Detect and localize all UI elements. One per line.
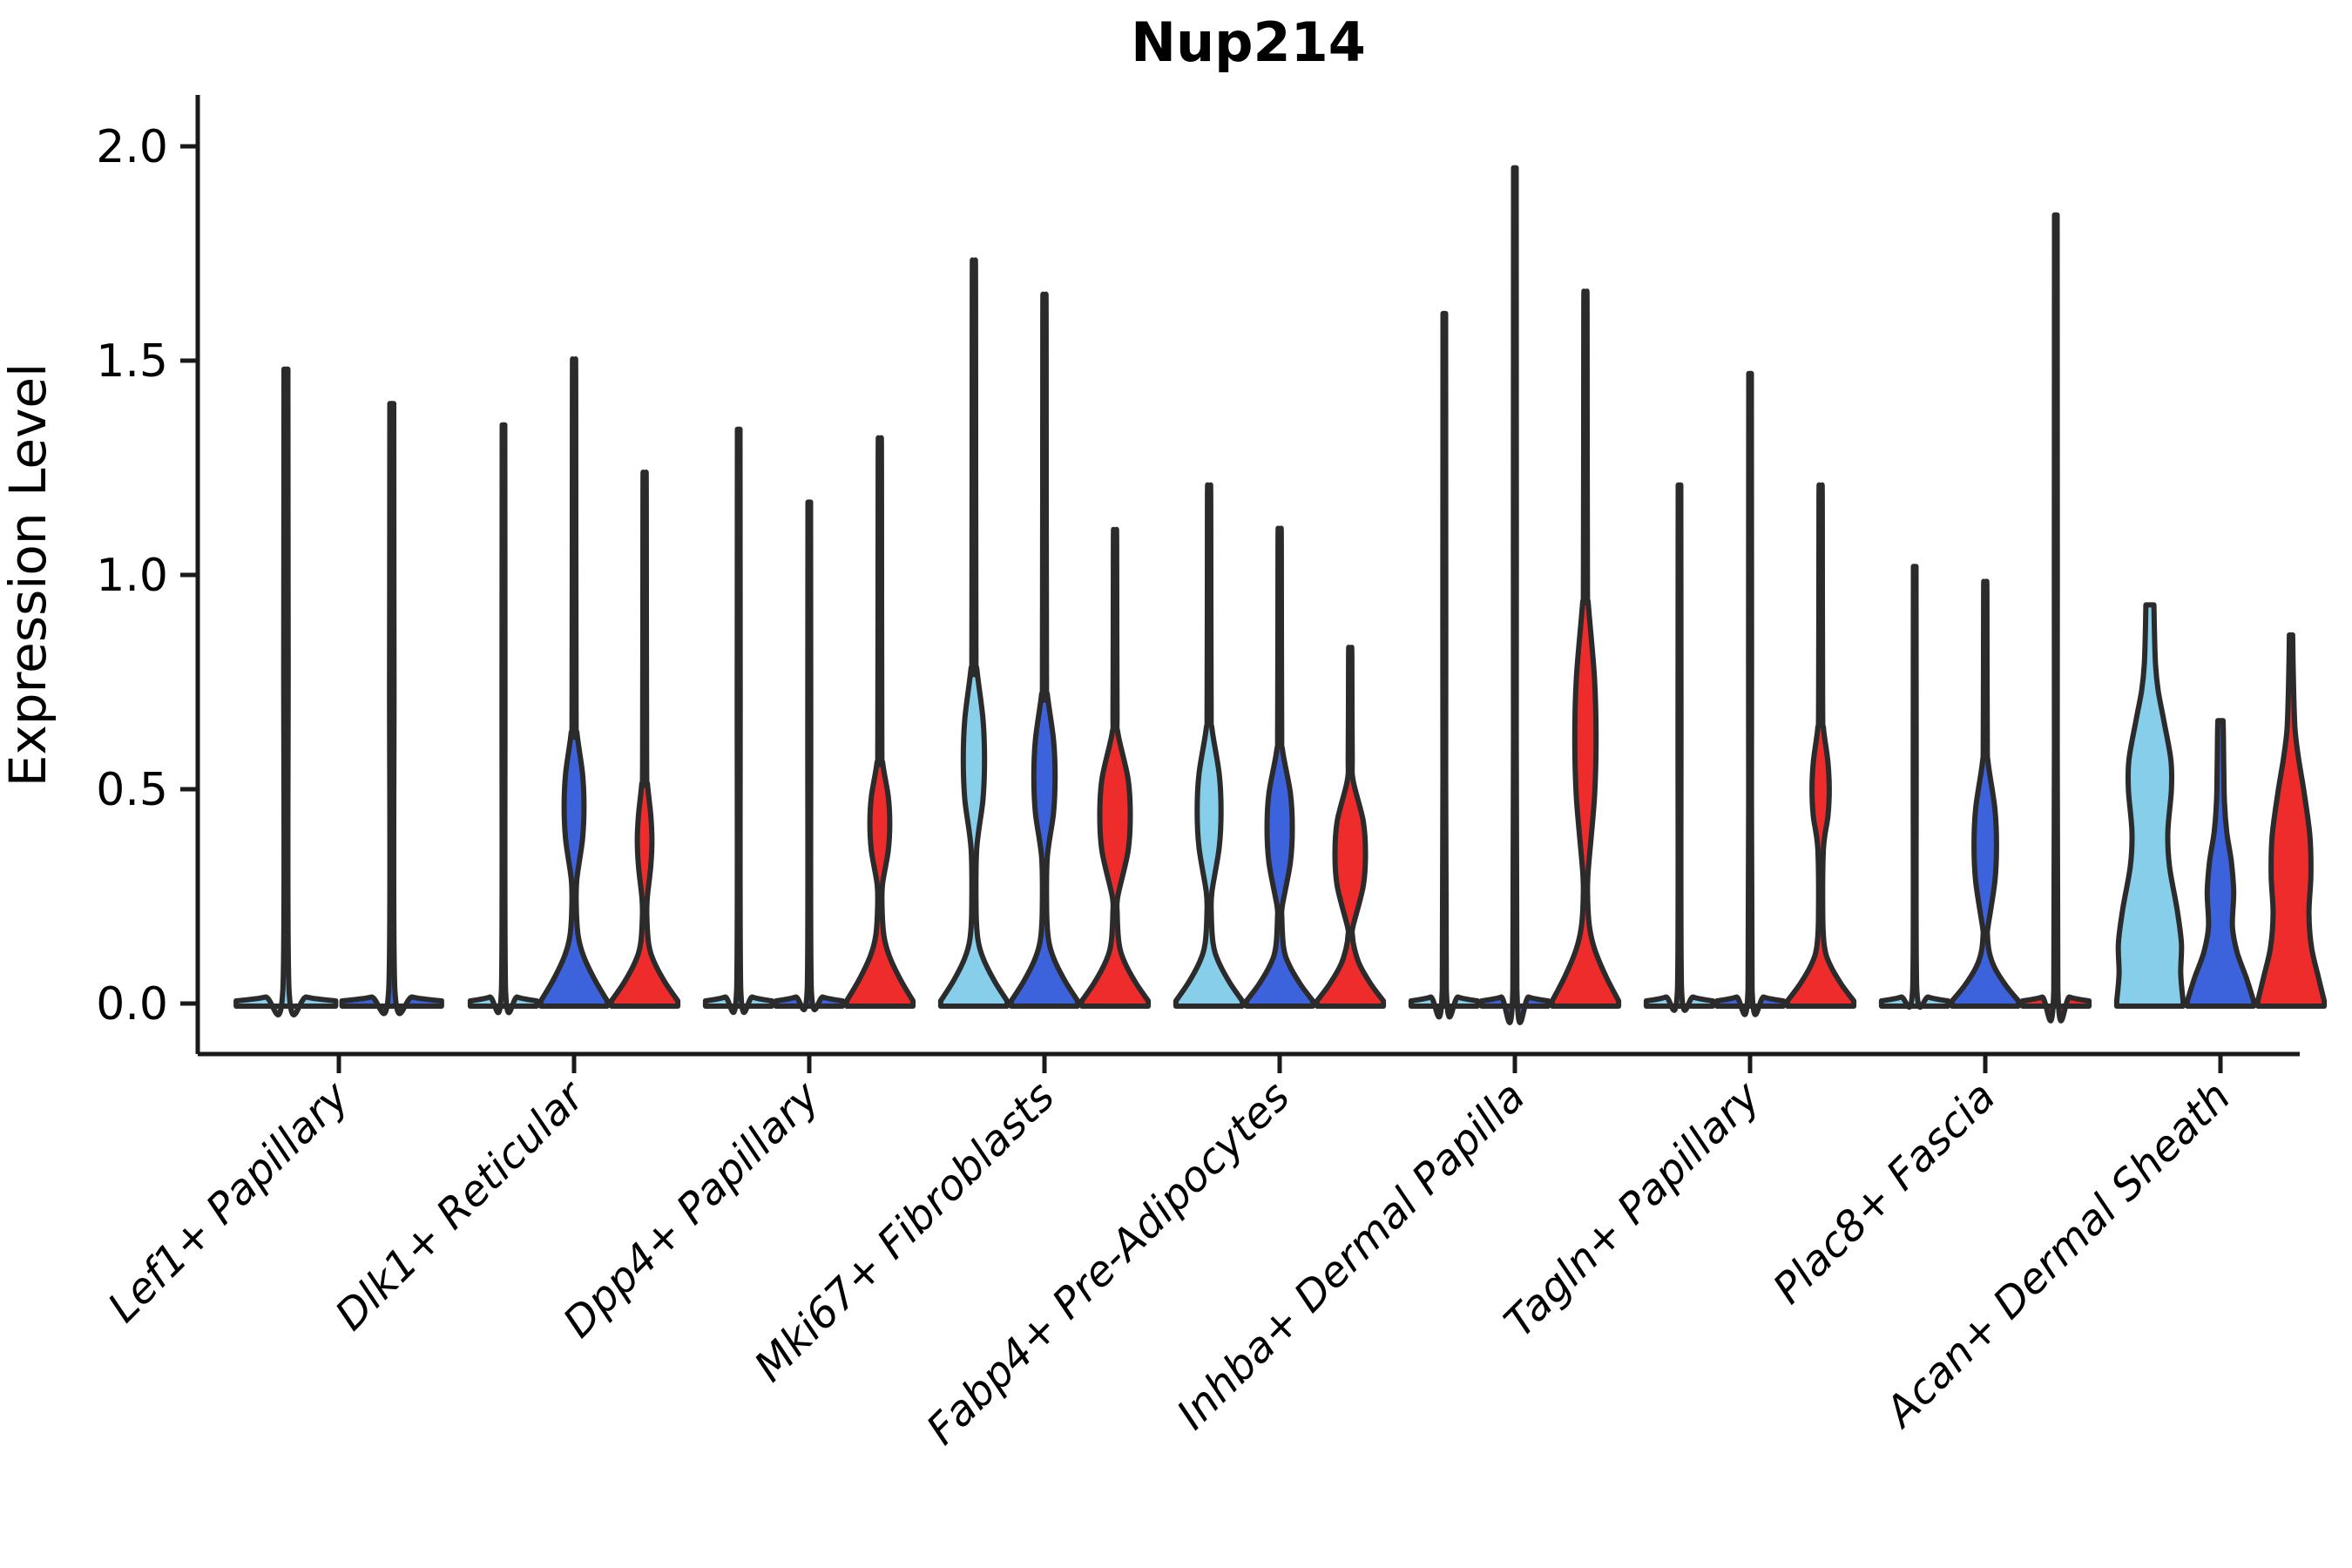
violin-skyblue-fabp4-pre-adipocytes <box>1173 482 1246 1009</box>
violin-skyblue-dpp4-papillary <box>702 426 775 1016</box>
violin-red-plac8-fascia <box>2019 212 2092 1024</box>
violin-skyblue-lef1-papillary <box>233 366 339 1017</box>
violin-red-dlk1-reticular <box>608 470 681 1009</box>
violin-blue-inhba-dermal-papilla <box>1478 165 1551 1025</box>
violin-blue-dlk1-reticular <box>537 356 611 1009</box>
y-tick-label: 1.0 <box>96 550 168 602</box>
violin-red-tagln-papillary <box>1784 482 1857 1009</box>
y-tick-label: 0.0 <box>96 978 168 1031</box>
violin-blue-lef1-papillary <box>339 401 444 1017</box>
violin-blue-tagln-papillary <box>1713 370 1787 1017</box>
violin-skyblue-acan-dermal-sheath <box>2113 602 2186 1009</box>
x-tick-label: Lef1+ Papillary <box>98 1071 359 1332</box>
x-tick-label: Dlk1+ Reticular <box>326 1071 596 1341</box>
violin-skyblue-tagln-papillary <box>1643 482 1716 1013</box>
y-axis-label: Expression Level <box>0 363 57 787</box>
violin-red-inhba-dermal-papilla <box>1549 288 1622 1009</box>
violin-skyblue-dlk1-reticular <box>467 422 540 1016</box>
violin-skyblue-mki67-fibroblasts <box>937 257 1010 1009</box>
violin-blue-mki67-fibroblasts <box>1008 291 1081 1009</box>
violin-blue-plac8-fascia <box>1949 578 2022 1009</box>
violin-red-mki67-fibroblasts <box>1078 526 1152 1009</box>
violin-skyblue-plac8-fascia <box>1878 564 1951 1010</box>
y-tick-label: 2.0 <box>96 121 168 173</box>
y-tick-label: 0.5 <box>96 764 168 816</box>
x-tick-label: Dpp4+ Papillary <box>554 1071 829 1347</box>
y-tick-label: 1.5 <box>96 335 168 388</box>
violin-skyblue-inhba-dermal-papilla <box>1408 310 1481 1020</box>
violin-red-dpp4-papillary <box>843 435 916 1009</box>
chart-title: Nup214 <box>1131 10 1366 74</box>
violin-red-fabp4-pre-adipocytes <box>1314 645 1387 1009</box>
violin-blue-acan-dermal-sheath <box>2184 718 2257 1009</box>
x-tick-label: Tagln+ Papillary <box>1495 1071 1770 1347</box>
x-tick-label: Plac8+ Fascia <box>1764 1072 2005 1314</box>
violin-red-acan-dermal-sheath <box>2254 632 2328 1009</box>
violin-blue-dpp4-papillary <box>773 499 846 1012</box>
violin-blue-fabp4-pre-adipocytes <box>1243 525 1316 1009</box>
